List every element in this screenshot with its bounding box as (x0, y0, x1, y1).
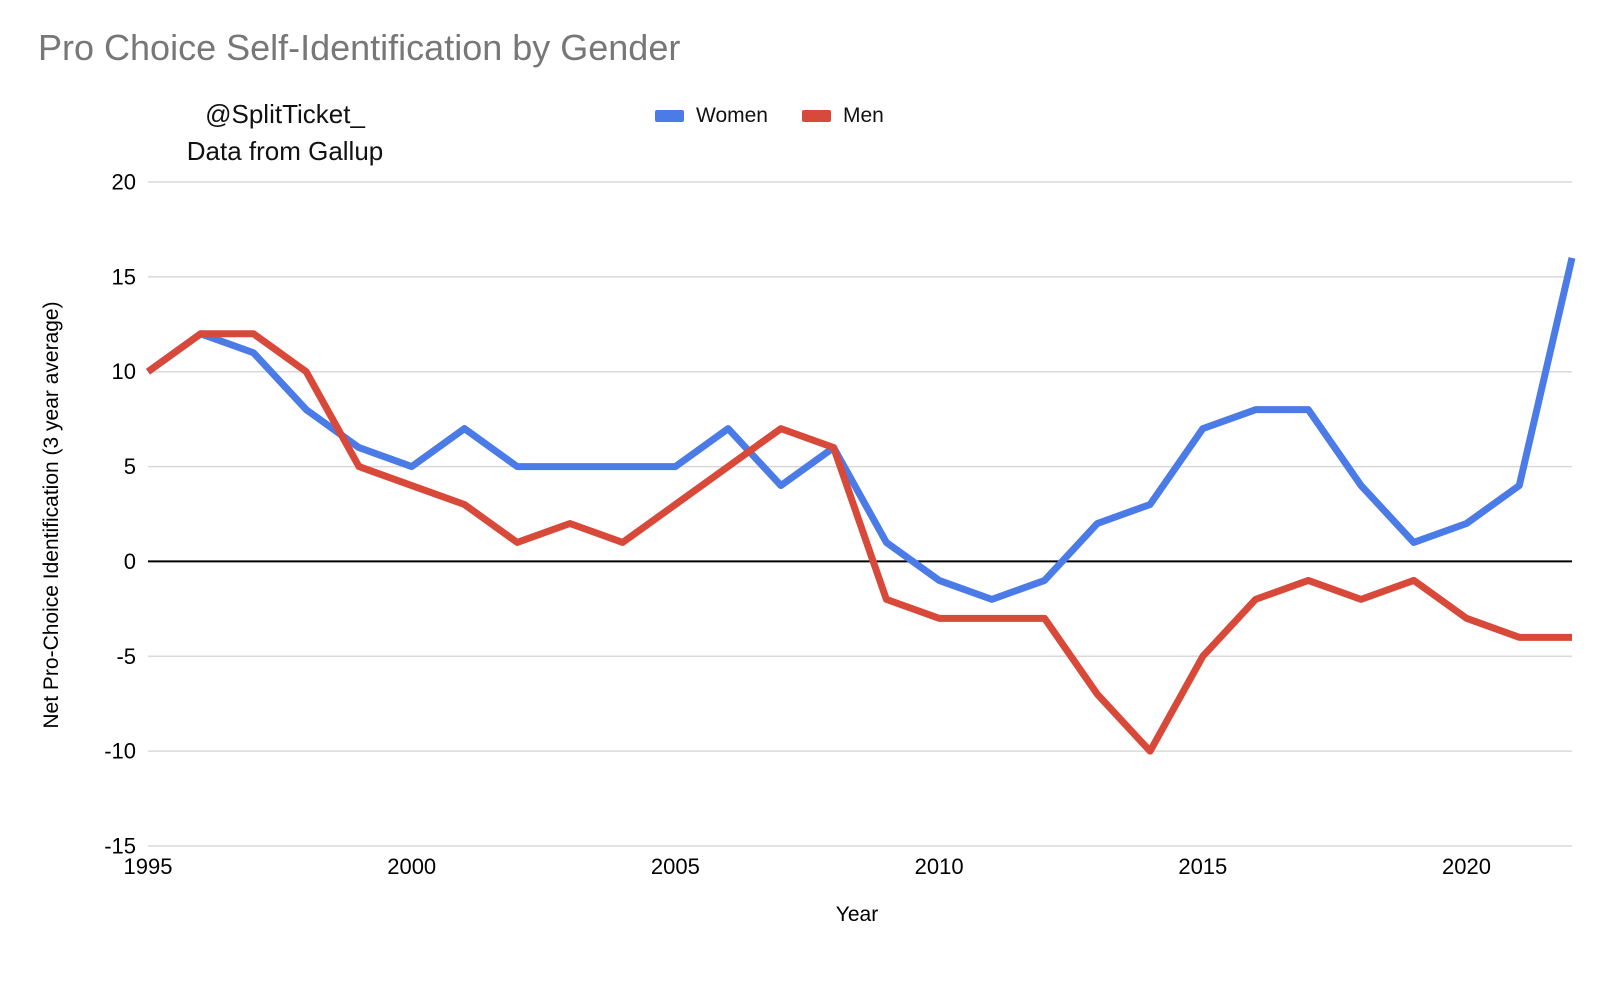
legend-item-women: Women (655, 104, 768, 128)
x-tick-label: 2020 (1442, 854, 1491, 879)
annotation-line-1: @SplitTicket_ (205, 99, 365, 129)
y-tick-label: -15 (104, 834, 136, 859)
legend-label-women: Women (696, 104, 768, 127)
y-tick-label: 20 (112, 170, 136, 195)
chart-title: Pro Choice Self-Identification by Gender (38, 27, 681, 68)
x-tick-label: 2015 (1178, 854, 1227, 879)
y-tick-label: -5 (116, 644, 136, 669)
x-tick-label: 2000 (387, 854, 436, 879)
annotation: @SplitTicket_ Data from Gallup (160, 96, 410, 170)
legend: Women Men (655, 104, 884, 128)
y-tick-label: -10 (104, 739, 136, 764)
legend-label-men: Men (842, 104, 884, 127)
legend-swatch-men (801, 110, 831, 122)
y-tick-label: 15 (112, 264, 136, 289)
women-line (145, 257, 1576, 603)
legend-item-men: Men (801, 104, 884, 128)
y-tick-label: 0 (124, 549, 136, 574)
x-axis-title: Year (835, 903, 879, 926)
y-tick-label: 5 (124, 454, 136, 479)
men-line (145, 330, 1572, 755)
annotation-line-2: Data from Gallup (186, 136, 384, 166)
x-tick-label: 2005 (651, 854, 700, 879)
x-tick-label: 1995 (124, 854, 173, 879)
x-tick-label: 2010 (915, 854, 964, 879)
y-tick-label: 10 (112, 359, 136, 384)
legend-swatch-women (655, 110, 684, 122)
